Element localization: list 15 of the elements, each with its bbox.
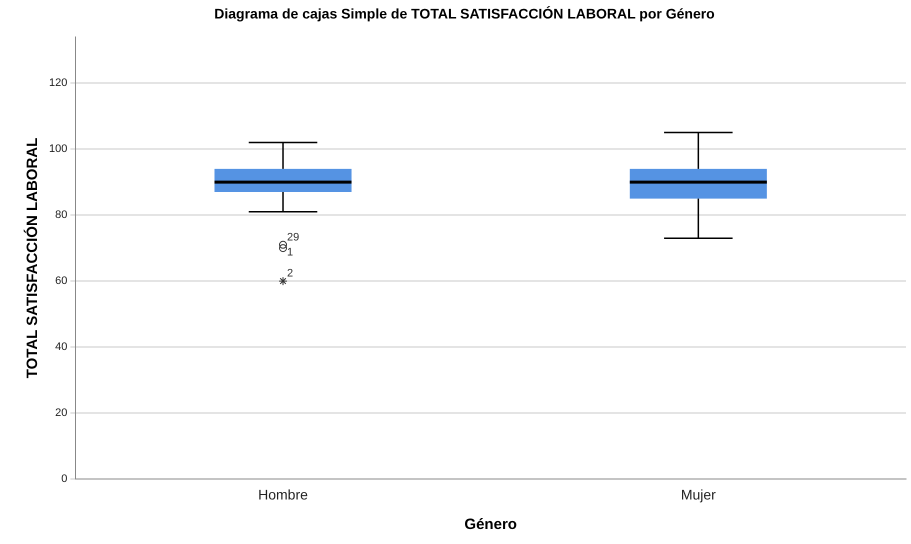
annotation: 1 xyxy=(287,246,294,259)
y-tick-label: 20 xyxy=(55,407,68,420)
annotation: 2 xyxy=(287,268,294,280)
annotation: 29 xyxy=(287,231,300,244)
x-tick-label: Hombre xyxy=(258,486,308,502)
y-axis-title: TOTAL SATISFACCIÓN LABORAL xyxy=(23,138,42,378)
x-axis-title: Género xyxy=(464,516,517,534)
y-tick-label: 120 xyxy=(48,77,68,90)
y-tick-label: 60 xyxy=(55,275,68,288)
x-tick-label: Mujer xyxy=(680,486,716,502)
y-tick-label: 40 xyxy=(55,341,68,354)
y-tick-label: 100 xyxy=(48,143,68,156)
chart-title: Diagrama de cajas Simple de TOTAL SATISFACCIÓN LABORAL por Género xyxy=(214,5,715,22)
y-tick-label: 80 xyxy=(55,209,68,222)
y-tick-label: 0 xyxy=(61,473,68,486)
